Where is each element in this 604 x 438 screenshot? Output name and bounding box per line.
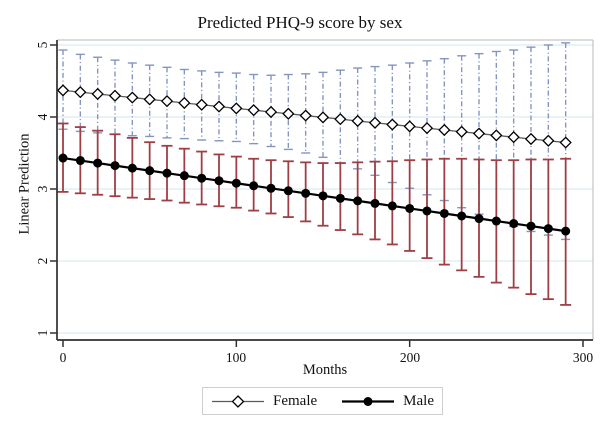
male-circle-marker (561, 226, 571, 236)
male-circle-marker (439, 208, 449, 218)
x-tick-0: 0 (59, 350, 67, 365)
male-circle-marker (127, 163, 137, 173)
legend: Female Male (202, 387, 443, 415)
female-diamond-marker (316, 111, 330, 124)
male-circle-marker (318, 191, 328, 201)
female-diamond-marker (507, 131, 520, 144)
female-diamond-marker (403, 120, 416, 133)
y-tick-5: 5 (35, 41, 50, 49)
male-circle-marker (405, 203, 415, 213)
male-circle-marker (197, 173, 207, 183)
female-diamond-marker (264, 105, 278, 119)
x-tick-300: 300 (572, 350, 594, 365)
x-tick-200: 200 (399, 350, 421, 365)
female-diamond-marker (334, 113, 347, 126)
y-tick-1: 1 (35, 329, 50, 337)
male-circle-marker (353, 196, 363, 206)
female-diamond-marker (195, 98, 208, 111)
female-diamond-marker (490, 129, 503, 142)
female-diamond-marker (455, 125, 468, 138)
female-diamond-marker (282, 107, 295, 120)
male-circle-marker (422, 206, 432, 216)
male-circle-marker (370, 198, 380, 208)
female-diamond-marker (386, 118, 399, 131)
male-circle-marker (179, 171, 189, 181)
female-diamond-marker (368, 116, 382, 129)
female-diamond-marker (126, 91, 139, 104)
male-circle-marker (249, 181, 259, 191)
female-diamond-marker (247, 104, 260, 117)
female-diamond-marker (524, 132, 538, 146)
male-circle-marker (162, 168, 172, 178)
female-diamond-marker (299, 109, 312, 122)
male-circle-marker (266, 183, 276, 193)
female-diamond-marker (230, 102, 243, 115)
male-circle-marker (93, 158, 103, 168)
male-circle-marker (283, 186, 293, 196)
female-diamond-marker (212, 100, 226, 113)
male-circle-marker (214, 176, 224, 186)
y-tick-4: 4 (35, 113, 50, 121)
male-circle-marker (543, 224, 553, 234)
legend-label-male: Male (403, 392, 434, 409)
male-line (62, 156, 566, 233)
y-axis-title: Linear Prediction (16, 133, 33, 235)
x-tick-100: 100 (225, 350, 247, 365)
male-circle-marker (75, 156, 85, 166)
female-diamond-marker (56, 84, 70, 97)
female-diamond-marker (472, 127, 486, 140)
male-circle-marker (58, 153, 68, 163)
male-circle-marker (474, 214, 484, 224)
male-circle-marker (335, 193, 345, 203)
female-diamond-marker (438, 123, 451, 137)
male-circle-marker (110, 161, 120, 171)
female-diamond-marker (108, 89, 122, 102)
male-circle-marker (491, 216, 501, 226)
male-circle-marker (387, 201, 397, 211)
legend-label-female: Female (273, 392, 318, 409)
female-diamond-marker (351, 114, 364, 128)
female-diamond-marker (91, 87, 104, 101)
y-tick-2: 2 (35, 257, 50, 265)
y-tick-3: 3 (35, 185, 50, 193)
male-circle-marker (301, 188, 311, 198)
female-diamond-marker (559, 136, 572, 149)
female-diamond-marker (178, 96, 191, 110)
female-diamond-marker (420, 122, 434, 135)
male-circle-marker (145, 166, 155, 176)
chart-title: Predicted PHQ-9 score by sex (197, 13, 403, 32)
female-diamond-marker (542, 134, 555, 147)
x-axis-title: Months (302, 362, 348, 378)
female-diamond-marker (143, 93, 156, 106)
legend-item-male: Male (341, 392, 434, 409)
female-diamond-marker (160, 95, 174, 108)
male-circle-marker (509, 219, 519, 229)
male-circle-marker (231, 178, 241, 188)
male-circle-marker (526, 221, 536, 231)
female-diamond-marker (74, 86, 87, 99)
legend-item-female: Female (211, 392, 318, 409)
male-circle-marker (457, 211, 467, 221)
male-marker-icon (342, 396, 395, 406)
female-marker-icon (212, 394, 264, 408)
